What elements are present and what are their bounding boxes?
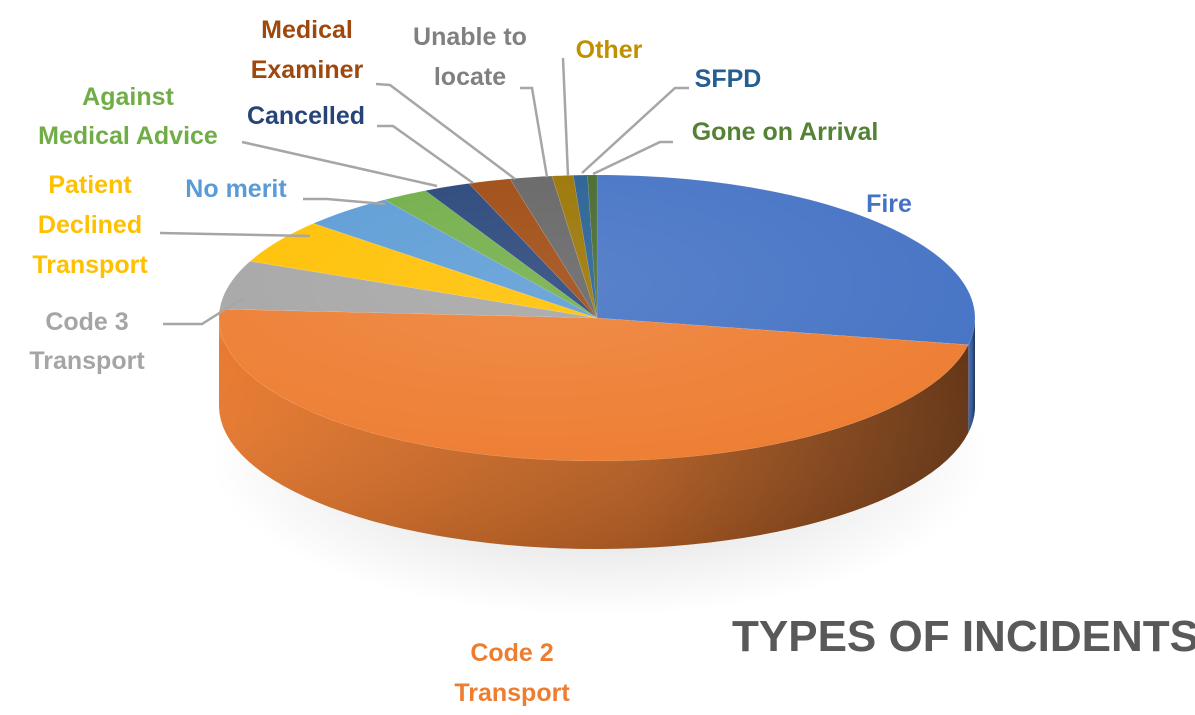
leader-line-unable-to-locate [520, 86, 549, 178]
leader-line-sfpd [581, 86, 689, 174]
leader-line-medical-examiner [375, 82, 516, 180]
leader-line-patient-declined-transport [159, 231, 311, 238]
data-label-medical-examiner: Medical Examiner [251, 16, 364, 84]
data-labels: Fire Code 2 Transport Code 3 Transport Patien… [29, 16, 912, 707]
data-label-unable-to-locate: Unable to locate [413, 23, 527, 91]
slice-side-band-fire [968, 318, 975, 433]
data-label-cancelled: Cancelled [247, 102, 365, 130]
pie-sides [219, 318, 975, 549]
leader-line-no-merit [303, 197, 386, 206]
leader-line-cancelled [377, 124, 474, 185]
data-label-sfpd: SFPD [695, 65, 762, 93]
leader-line-code-3-transport [163, 296, 244, 326]
leader-line-other [561, 57, 570, 177]
leader-line-against-medical-advice [241, 140, 438, 188]
data-label-against-medical-advice: Against Medical Advice [38, 83, 218, 150]
data-label-code-2-transport: Code 2 Transport [454, 639, 570, 707]
data-label-fire: Fire [866, 190, 912, 218]
pie-slices [218, 174, 976, 462]
slice-side-band-code-2-transport [219, 318, 969, 549]
leader-line-gone-on-arrival [592, 140, 673, 176]
data-label-no-merit: No merit [185, 175, 287, 203]
chart-title: TYPES OF INCIDENTS [732, 612, 1195, 661]
data-label-patient-declined-transport: Patient Declined Transport [32, 171, 148, 279]
data-label-other: Other [576, 36, 643, 64]
data-label-code-3-transport: Code 3 Transport [29, 308, 145, 375]
leader-lines [159, 57, 689, 326]
pie-top-gloss [219, 175, 975, 461]
data-label-gone-on-arrival: Gone on Arrival [692, 118, 879, 146]
